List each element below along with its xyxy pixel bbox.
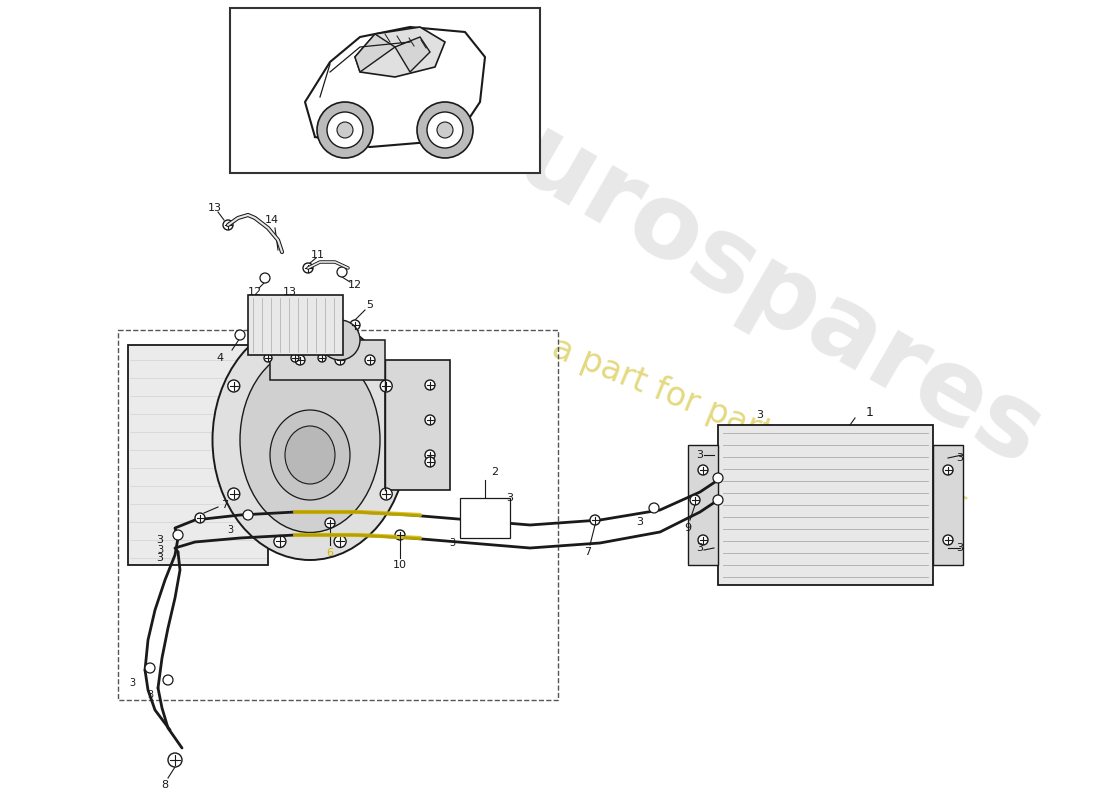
Bar: [118, 330, 558, 700]
Circle shape: [274, 535, 286, 547]
Text: 5: 5: [366, 300, 374, 310]
Circle shape: [292, 354, 299, 362]
Circle shape: [698, 465, 708, 475]
Text: 11: 11: [311, 250, 324, 260]
Text: 3: 3: [157, 545, 163, 555]
Text: 3: 3: [156, 535, 164, 545]
Text: 14: 14: [265, 215, 279, 225]
Polygon shape: [395, 37, 430, 72]
Circle shape: [465, 523, 475, 533]
Circle shape: [427, 112, 463, 148]
Text: 1: 1: [866, 406, 873, 418]
Circle shape: [173, 530, 183, 540]
Circle shape: [943, 535, 953, 545]
Ellipse shape: [270, 410, 350, 500]
Text: 3: 3: [957, 543, 964, 553]
Circle shape: [337, 267, 346, 277]
Text: 3: 3: [696, 450, 704, 460]
Text: 9: 9: [684, 523, 692, 533]
Circle shape: [713, 495, 723, 505]
Text: 3: 3: [506, 493, 514, 503]
Text: 7: 7: [584, 547, 592, 557]
Circle shape: [324, 518, 336, 528]
Text: 3: 3: [227, 525, 233, 535]
Circle shape: [243, 510, 253, 520]
Circle shape: [350, 320, 360, 330]
Circle shape: [295, 355, 305, 365]
Circle shape: [223, 220, 233, 230]
Circle shape: [649, 503, 659, 513]
Circle shape: [260, 273, 270, 283]
Circle shape: [163, 675, 173, 685]
Circle shape: [337, 122, 353, 138]
Bar: [385, 360, 450, 490]
Circle shape: [698, 535, 708, 545]
Text: 13: 13: [283, 287, 297, 297]
Ellipse shape: [240, 347, 380, 533]
Circle shape: [286, 301, 294, 309]
Circle shape: [381, 488, 393, 500]
Circle shape: [425, 450, 435, 460]
Ellipse shape: [285, 426, 336, 484]
Bar: [270, 340, 385, 380]
Circle shape: [417, 102, 473, 158]
Circle shape: [317, 102, 373, 158]
Polygon shape: [355, 34, 395, 72]
Text: 4: 4: [217, 353, 223, 363]
Circle shape: [302, 263, 313, 273]
Circle shape: [195, 513, 205, 523]
Text: 3: 3: [957, 453, 964, 463]
Text: 2: 2: [492, 467, 498, 477]
Bar: [248, 295, 343, 355]
Bar: [718, 425, 933, 585]
Circle shape: [943, 465, 953, 475]
Circle shape: [235, 330, 245, 340]
Circle shape: [320, 320, 360, 360]
Circle shape: [274, 333, 286, 345]
Ellipse shape: [212, 320, 407, 560]
Text: 3: 3: [156, 553, 164, 563]
Bar: [230, 8, 540, 173]
Circle shape: [336, 355, 345, 365]
Text: 3: 3: [147, 690, 153, 700]
Text: 8: 8: [162, 780, 168, 790]
Text: 3: 3: [129, 678, 135, 688]
Circle shape: [168, 753, 182, 767]
Circle shape: [425, 415, 435, 425]
Text: 10: 10: [393, 560, 407, 570]
Circle shape: [145, 663, 155, 673]
Text: 13: 13: [208, 203, 222, 213]
Circle shape: [228, 380, 240, 392]
Text: 12: 12: [348, 280, 362, 290]
Circle shape: [425, 380, 435, 390]
Circle shape: [318, 354, 326, 362]
Circle shape: [425, 457, 435, 467]
Polygon shape: [355, 27, 446, 77]
Bar: [460, 498, 510, 538]
Circle shape: [365, 355, 375, 365]
Bar: [128, 345, 268, 565]
Circle shape: [228, 488, 240, 500]
Text: a part for parts since 1985: a part for parts since 1985: [548, 331, 972, 529]
Text: eurospares: eurospares: [440, 72, 1060, 488]
Circle shape: [264, 354, 272, 362]
Text: 12: 12: [248, 287, 262, 297]
Text: 3: 3: [449, 538, 455, 548]
Text: 7: 7: [221, 500, 229, 510]
Text: 3: 3: [696, 543, 704, 553]
Text: 3: 3: [757, 410, 763, 420]
Circle shape: [690, 495, 700, 505]
Text: 3: 3: [637, 517, 644, 527]
Bar: [688, 445, 718, 565]
Circle shape: [381, 380, 393, 392]
Text: 6: 6: [327, 548, 333, 558]
Bar: [933, 445, 962, 565]
Circle shape: [713, 473, 723, 483]
Circle shape: [334, 535, 346, 547]
Circle shape: [437, 122, 453, 138]
Circle shape: [395, 530, 405, 540]
Circle shape: [590, 515, 600, 525]
Circle shape: [334, 333, 346, 345]
Circle shape: [327, 112, 363, 148]
